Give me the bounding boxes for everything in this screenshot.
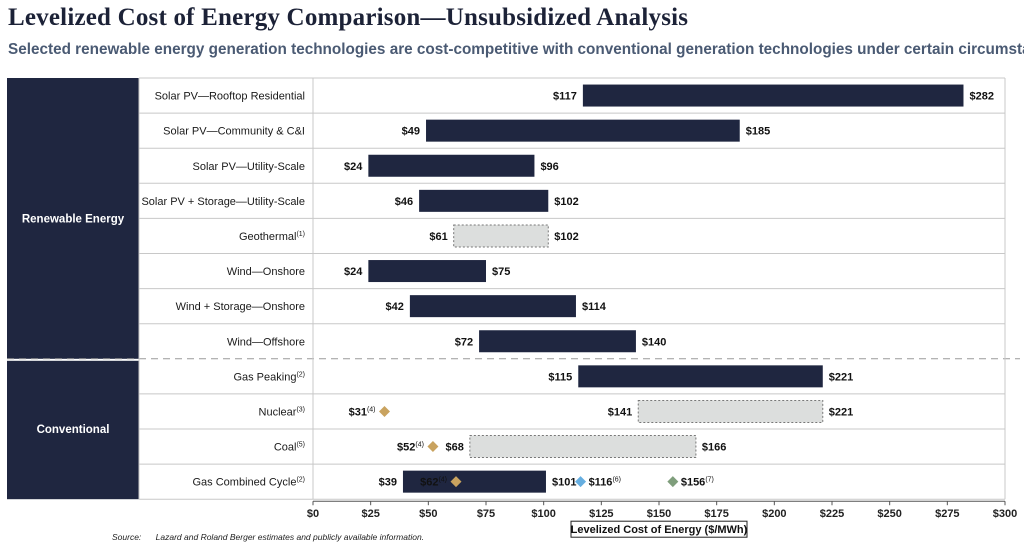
bar-high-label: $96 bbox=[540, 161, 558, 173]
group-box-renewable-energy bbox=[7, 78, 139, 359]
category-label: Solar PV + Storage—Utility-Scale bbox=[141, 196, 305, 208]
bar-low-label: $42 bbox=[386, 301, 404, 313]
category-label: Wind + Storage—Onshore bbox=[176, 301, 305, 313]
category-label: Coal(5) bbox=[274, 442, 305, 454]
category-label: Wind—Onshore bbox=[227, 266, 305, 278]
marker-label: $62(4) bbox=[420, 477, 447, 489]
range-bar bbox=[469, 435, 697, 459]
marker-diamond bbox=[575, 476, 587, 488]
bar-high-label: $75 bbox=[492, 266, 510, 278]
bar-low-label: $49 bbox=[402, 126, 420, 138]
bar-low-label: $115 bbox=[548, 371, 572, 383]
range-bar bbox=[479, 330, 636, 353]
group-box-conventional bbox=[7, 360, 139, 500]
bar-low-label: $46 bbox=[395, 196, 413, 208]
bar-low-label: $61 bbox=[429, 231, 447, 243]
page-title: Levelized Cost of Energy Comparison—Unsu… bbox=[8, 4, 689, 31]
x-tick-label: $100 bbox=[531, 508, 555, 520]
category-label: Nuclear(3) bbox=[259, 406, 305, 418]
category-label: Gas Combined Cycle(2) bbox=[193, 477, 306, 489]
x-tick-label: $150 bbox=[647, 508, 671, 520]
bar-high-label: $140 bbox=[642, 336, 666, 348]
x-tick-label: $250 bbox=[877, 508, 901, 520]
marker-label: $116(6) bbox=[589, 477, 621, 489]
range-bar bbox=[578, 365, 823, 388]
range-bar bbox=[368, 154, 535, 177]
range-bar bbox=[402, 470, 546, 493]
page-subtitle: Selected renewable energy generation tec… bbox=[8, 41, 1024, 58]
range-bar bbox=[368, 260, 486, 283]
range-bar bbox=[637, 399, 824, 423]
x-tick-label: $50 bbox=[419, 508, 437, 520]
x-tick-label: $300 bbox=[993, 508, 1017, 520]
bar-high-label: $166 bbox=[702, 442, 726, 454]
category-label: Geothermal(1) bbox=[239, 231, 305, 243]
marker-diamond bbox=[450, 476, 462, 488]
bar-high-label: $102 bbox=[554, 231, 578, 243]
marker-label: $31(4) bbox=[349, 406, 376, 418]
x-tick-label: $25 bbox=[361, 508, 379, 520]
marker-diamond bbox=[667, 476, 679, 488]
category-label: Gas Peaking(2) bbox=[233, 371, 305, 383]
x-axis-title: Levelized Cost of Energy ($/MWh) bbox=[571, 524, 748, 536]
bar-low-label: $68 bbox=[445, 442, 463, 454]
bar-low-label: $24 bbox=[344, 266, 363, 278]
bar-low-label: $39 bbox=[379, 477, 397, 489]
bar-low-label: $24 bbox=[344, 161, 363, 173]
range-bar bbox=[582, 84, 964, 107]
category-label: Solar PV—Utility-Scale bbox=[193, 161, 305, 173]
source-note: Source: Lazard and Roland Berger estimat… bbox=[112, 532, 424, 542]
bar-low-label: $141 bbox=[608, 406, 632, 418]
group-label: Renewable Energy bbox=[22, 213, 125, 225]
x-tick-label: $225 bbox=[820, 508, 844, 520]
x-axis-title-box bbox=[570, 520, 748, 538]
marker-label: $156(7) bbox=[681, 477, 714, 489]
category-label: Solar PV—Rooftop Residential bbox=[155, 91, 305, 103]
x-tick-label: $125 bbox=[589, 508, 613, 520]
range-bar bbox=[419, 189, 549, 212]
x-tick-label: $75 bbox=[477, 508, 495, 520]
marker-diamond bbox=[427, 441, 439, 453]
bar-high-label: $185 bbox=[746, 126, 770, 138]
bar-high-label: $221 bbox=[829, 406, 853, 418]
bar-low-label: $72 bbox=[455, 336, 473, 348]
range-bar bbox=[453, 224, 549, 248]
range-bar bbox=[426, 119, 740, 142]
source-label: Source: bbox=[112, 532, 142, 542]
group-label: Conventional bbox=[37, 424, 110, 436]
source-text: Lazard and Roland Berger estimates and p… bbox=[155, 532, 425, 542]
category-label: Wind—Offshore bbox=[227, 336, 305, 348]
bar-low-label: $117 bbox=[553, 91, 577, 103]
bar-high-label: $102 bbox=[554, 196, 578, 208]
x-tick-label: $275 bbox=[935, 508, 959, 520]
x-tick-label: $0 bbox=[307, 508, 319, 520]
range-bar bbox=[409, 295, 576, 318]
marker-diamond bbox=[379, 405, 391, 417]
bar-high-label: $114 bbox=[582, 301, 607, 313]
bar-high-label: $221 bbox=[829, 371, 853, 383]
category-label: Solar PV—Community & C&I bbox=[163, 126, 305, 138]
marker-label: $52(4) bbox=[397, 442, 424, 454]
x-tick-label: $200 bbox=[762, 508, 786, 520]
bar-high-label: $282 bbox=[969, 91, 993, 103]
bar-high-label: $101 bbox=[552, 477, 576, 489]
x-tick-label: $175 bbox=[704, 508, 728, 520]
